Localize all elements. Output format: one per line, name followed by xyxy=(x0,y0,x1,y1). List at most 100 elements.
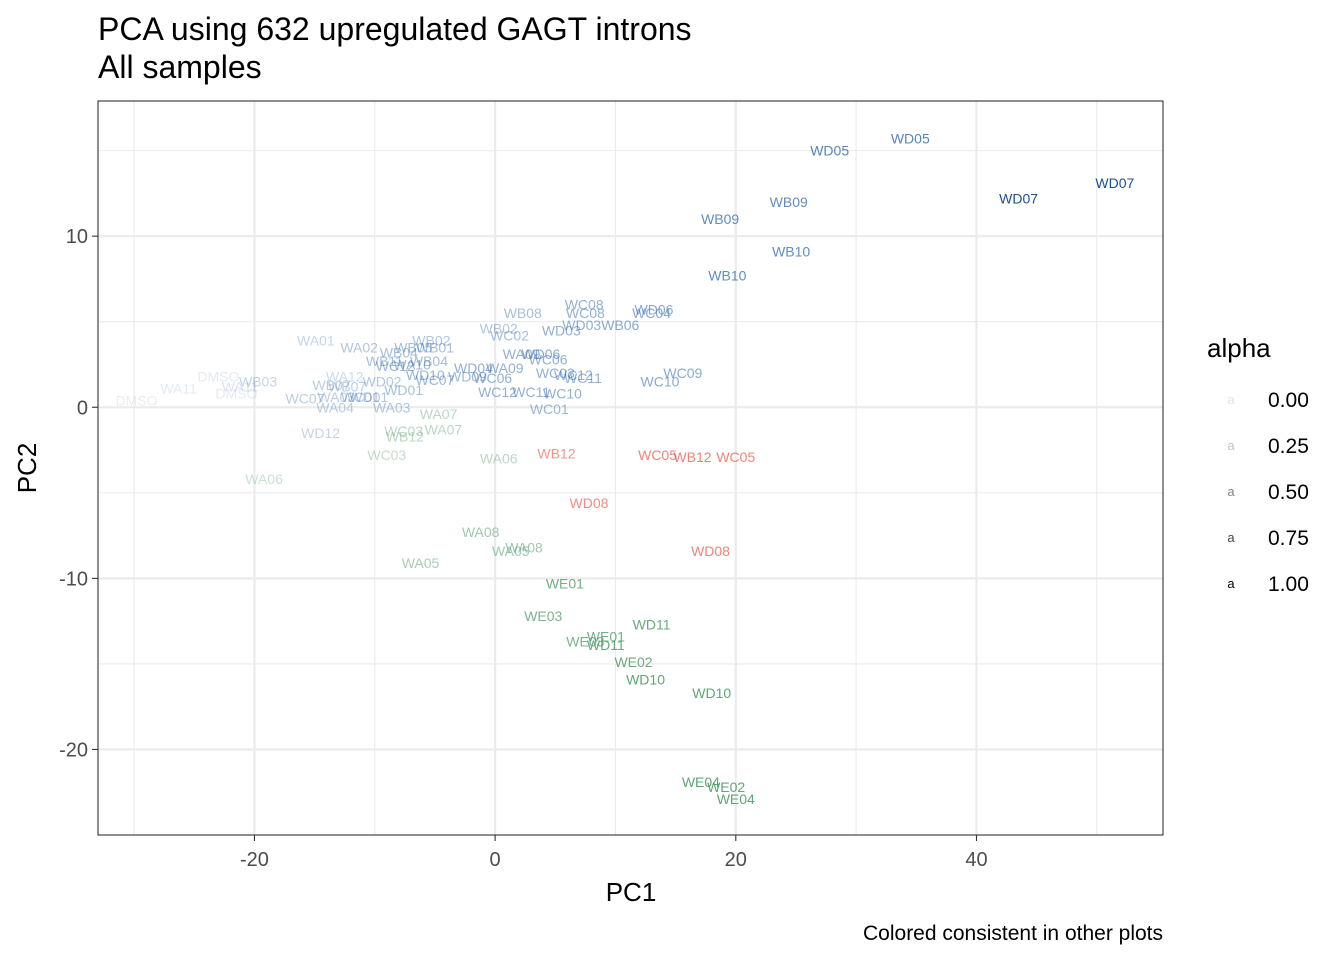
point-label-wa05: WA05 xyxy=(402,555,440,571)
legend-entry-label: 0.50 xyxy=(1268,481,1309,504)
point-label-wb11: WB11 xyxy=(366,353,403,369)
point-label-wc05: WC05 xyxy=(716,449,755,465)
point-label-wc01: WC01 xyxy=(530,401,569,417)
point-label-wd01: WD01 xyxy=(384,382,423,398)
point-label-wd06: WD06 xyxy=(635,302,674,318)
point-label-wa03: WA03 xyxy=(317,389,355,405)
point-label-wb12: WB12 xyxy=(673,449,711,465)
y-tick-label: 0 xyxy=(77,397,88,419)
point-label-wd07: WD07 xyxy=(999,191,1038,207)
point-label-wb03: WB03 xyxy=(239,374,277,390)
point-label-wd10: WD10 xyxy=(406,367,445,383)
point-label-wc03: WC03 xyxy=(367,447,406,463)
point-label-wa08: WA08 xyxy=(462,524,500,540)
point-label-wd10: WD10 xyxy=(692,685,731,701)
point-label-wa11: WA11 xyxy=(222,379,259,395)
point-label-wd04: WD04 xyxy=(454,360,493,376)
point-label-dmso: DMSO xyxy=(197,368,239,384)
point-label-wa03: WA03 xyxy=(373,399,411,415)
point-label-wa06: WA06 xyxy=(245,471,283,487)
point-label-wa07: WA07 xyxy=(420,406,458,422)
point-label-we02: WE02 xyxy=(614,654,652,670)
point-label-wc06: WC06 xyxy=(529,351,568,367)
y-axis-ticks: -20 -10 0 10 xyxy=(59,226,98,761)
point-label-wd05: WD05 xyxy=(891,131,930,147)
point-label-wb12: WB12 xyxy=(537,445,575,461)
legend-entries: a 0.00 a 0.25 a 0.50 a 0.75 a 1.00 xyxy=(1227,389,1308,596)
point-label-wd01: WD01 xyxy=(349,389,388,405)
point-label-wd12: WD12 xyxy=(301,425,340,441)
x-tick-label: 0 xyxy=(490,849,501,871)
point-label-wd08: WD08 xyxy=(691,543,730,559)
y-tick-label: 10 xyxy=(66,226,88,248)
y-axis-title: PC2 xyxy=(12,443,42,494)
y-tick-label: -20 xyxy=(59,739,88,761)
legend-entry-label: 0.00 xyxy=(1268,389,1309,412)
point-label-dmso: DMSO xyxy=(116,392,158,408)
chart-subtitle: All samples xyxy=(98,49,262,85)
point-label-wc12: WC12 xyxy=(554,367,593,383)
point-label-we01: WE01 xyxy=(587,629,625,645)
legend-entry-label: 1.00 xyxy=(1268,573,1309,596)
x-tick-label: 40 xyxy=(965,849,987,871)
point-label-wc07: WC07 xyxy=(286,391,325,407)
point-label-wb09: WB09 xyxy=(701,211,739,227)
point-label-wc07: WC07 xyxy=(415,372,454,388)
legend-key-glyph: a xyxy=(1227,392,1235,407)
point-label-wb02: WB02 xyxy=(480,321,518,337)
point-label-wb04: WB04 xyxy=(380,345,418,361)
point-label-we02: WE02 xyxy=(707,779,745,795)
legend-entry-label: 0.25 xyxy=(1268,435,1309,458)
legend-key-glyph: a xyxy=(1227,438,1235,453)
point-label-wc12: WC12 xyxy=(478,384,517,400)
point-label-wc03: WC03 xyxy=(384,423,423,439)
x-axis-ticks: -20 0 20 40 xyxy=(240,835,988,871)
legend-key-glyph: a xyxy=(1227,530,1235,545)
point-label-wc10: WC10 xyxy=(641,374,680,390)
point-label-dmso: DMSO xyxy=(215,386,257,402)
legend: alpha a 0.00 a 0.25 a 0.50 a 0.75 a 1.00 xyxy=(1207,333,1309,596)
point-label-wc05: WC05 xyxy=(638,447,677,463)
point-label-wb08: WB08 xyxy=(504,305,542,321)
point-label-wb02: WB02 xyxy=(412,333,450,349)
point-label-wa04: WA04 xyxy=(316,399,354,415)
point-label-wd03: WD03 xyxy=(562,317,601,333)
point-label-wd10: WD10 xyxy=(626,671,665,687)
chart-title: PCA using 632 upregulated GAGT introns xyxy=(98,11,692,47)
point-label-wc03: WC03 xyxy=(536,365,575,381)
legend-key-glyph: a xyxy=(1227,484,1235,499)
point-label-wa05: WA05 xyxy=(492,543,530,559)
point-label-wa09: WA09 xyxy=(486,360,524,376)
point-label-wd08: WD08 xyxy=(570,495,609,511)
point-label-wc10: WC10 xyxy=(543,386,582,402)
point-label-wc11: WC11 xyxy=(564,370,602,386)
point-label-wc09: WC09 xyxy=(663,365,702,381)
point-label-wa11: WA11 xyxy=(160,380,197,396)
point-label-wc02: WC02 xyxy=(490,327,529,343)
x-tick-label: -20 xyxy=(240,849,269,871)
point-label-wd05: WD05 xyxy=(810,143,849,159)
point-label-we01: WE01 xyxy=(546,575,584,591)
point-label-wa07: WA07 xyxy=(425,422,463,438)
legend-title: alpha xyxy=(1207,333,1271,363)
x-axis-title: PC1 xyxy=(606,877,657,907)
point-label-wa12: WA12 xyxy=(326,368,364,384)
point-label-wb09: WB09 xyxy=(770,194,808,210)
point-label-we04: WE04 xyxy=(682,774,720,790)
point-label-we04: WE04 xyxy=(717,791,755,807)
point-label-wd11: WD11 xyxy=(587,637,625,653)
plot-border xyxy=(97,100,1164,836)
point-label-wb10: WB10 xyxy=(772,244,810,260)
legend-entry-label: 0.75 xyxy=(1268,527,1309,550)
major-gridlines xyxy=(98,101,1163,835)
point-labels: WD05 WD05 WD07 WD07 WB09 WB09 WB10 WB10 WC08WC08… xyxy=(116,131,1135,807)
point-label-wc01: WC01 xyxy=(341,389,380,405)
chart-caption: Colored consistent in other plots xyxy=(863,922,1163,945)
point-label-wc08: WC08 xyxy=(565,297,604,313)
point-label-wa02: WA02 xyxy=(340,339,378,355)
point-label-wd06: WD06 xyxy=(521,346,560,362)
point-label-wc11: WC11 xyxy=(512,384,550,400)
point-label-wd11: WD11 xyxy=(633,617,671,633)
point-label-wa10: WA10 xyxy=(393,356,431,372)
point-label-wd03: WD03 xyxy=(542,322,581,338)
